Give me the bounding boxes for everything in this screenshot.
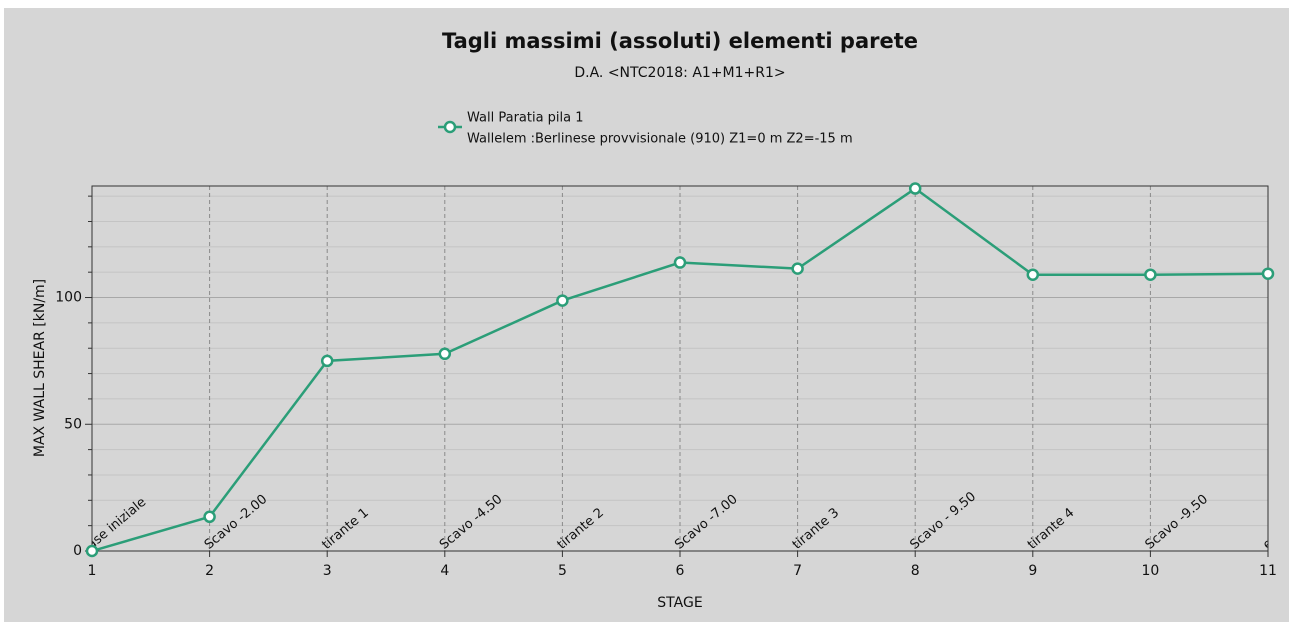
data-point: [908, 182, 922, 195]
chart-subtitle: D.A. <NTC2018: A1+M1+R1>: [574, 65, 785, 81]
chart-background: [4, 8, 1289, 622]
chart-title: Tagli massimi (assoluti) elementi parete: [442, 29, 918, 53]
data-point: [1144, 268, 1157, 281]
stage-annotation: e: [1260, 536, 1276, 553]
x-tick-label: 5: [558, 563, 567, 579]
data-point: [85, 544, 99, 558]
data-point: [791, 262, 804, 275]
legend-marker: [443, 120, 457, 134]
x-tick-label: 2: [205, 563, 214, 579]
plot-frame: [91, 185, 1269, 552]
x-tick-label: 9: [1028, 563, 1037, 579]
x-axis-label: STAGE: [657, 595, 702, 611]
data-point: [203, 510, 216, 524]
x-tick-label: 1: [88, 563, 97, 579]
y-tick-label: 100: [55, 290, 82, 306]
y-tick-label: 0: [73, 543, 82, 559]
x-tick-label: 6: [676, 563, 685, 579]
x-tick-label: 4: [440, 563, 449, 579]
x-tick-label: 11: [1259, 563, 1277, 579]
x-tick-label: 8: [911, 563, 920, 579]
y-tick-label: 50: [64, 416, 82, 432]
data-point: [673, 256, 687, 269]
data-point: [438, 347, 452, 361]
x-tick-label: 3: [323, 563, 332, 579]
y-axis-label: MAX WALL SHEAR [kN/m]: [32, 279, 48, 457]
data-point: [1261, 267, 1275, 280]
legend-detail: Wallelem :Berlinese provvisionale (910) …: [467, 132, 853, 147]
data-point: [1026, 268, 1040, 281]
data-point: [320, 354, 334, 368]
x-tick-label: 7: [793, 563, 802, 579]
legend-label: Wall Paratia pila 1: [467, 111, 584, 126]
x-tick-label: 10: [1141, 563, 1159, 579]
data-point: [556, 294, 569, 307]
